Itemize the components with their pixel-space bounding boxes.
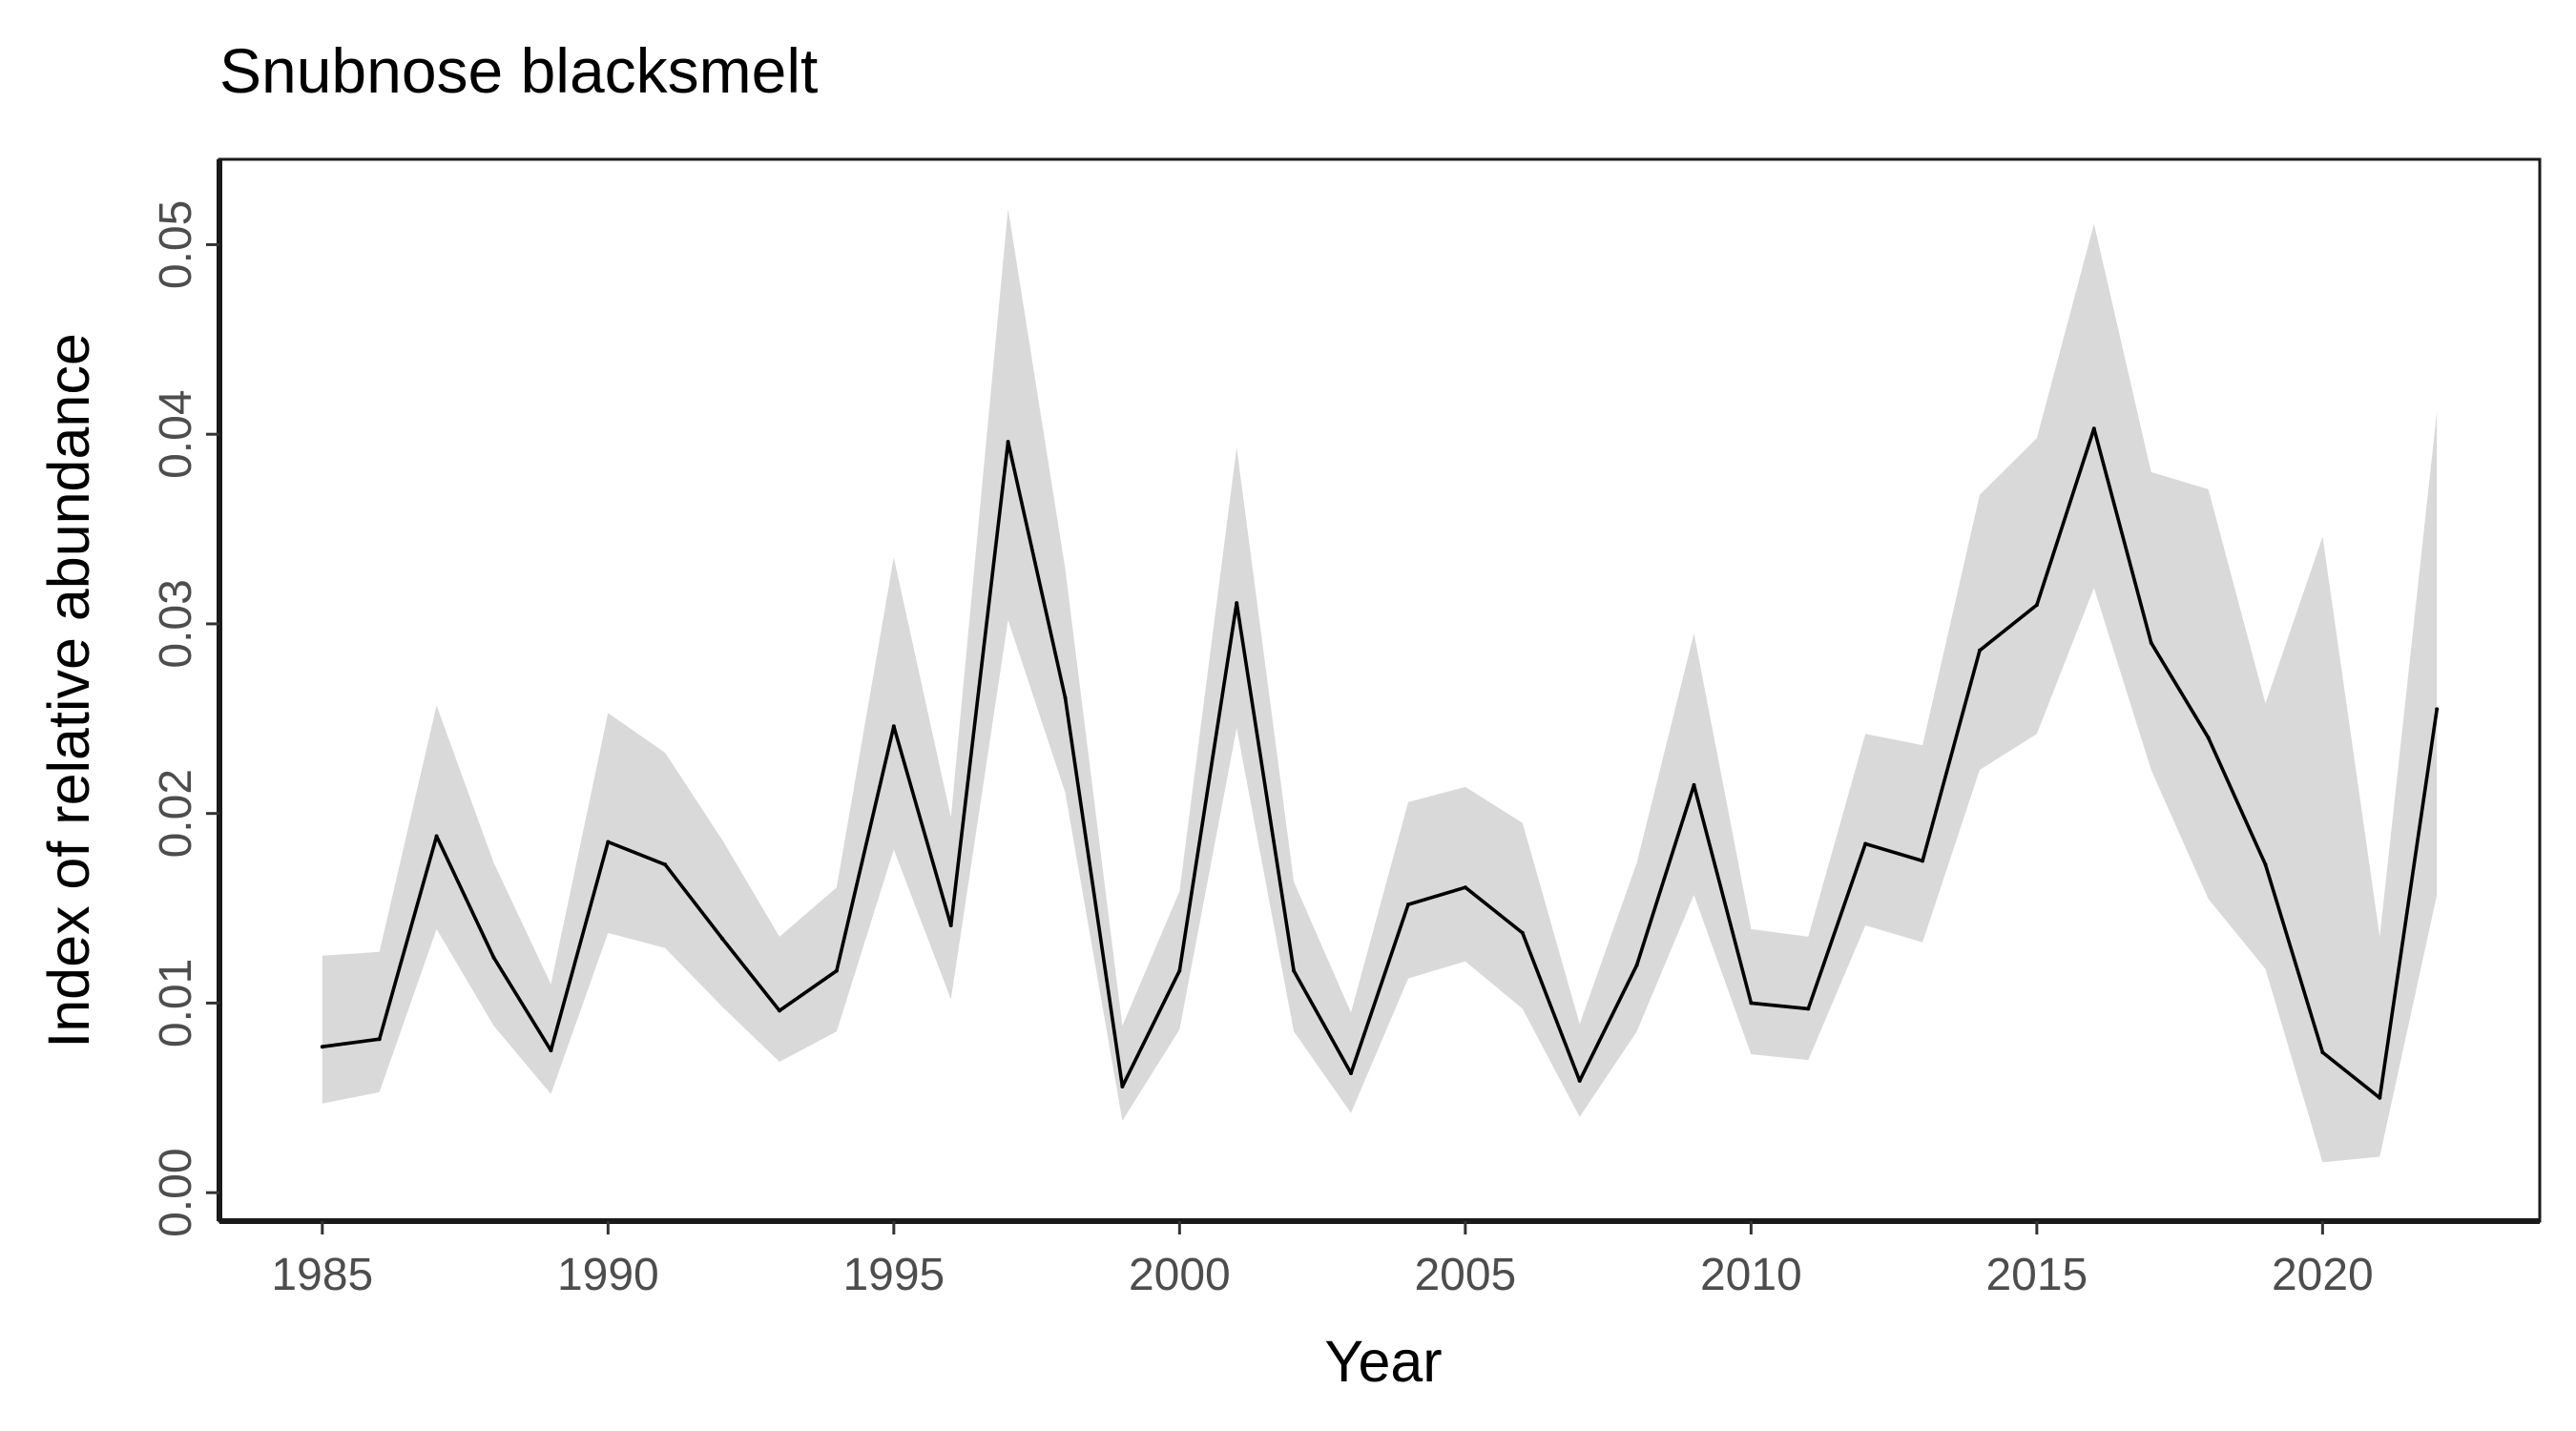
data-point-1985 — [320, 1045, 324, 1049]
data-points — [320, 426, 2440, 1100]
data-point-1998 — [1063, 695, 1068, 700]
x-tick-label-2005: 2005 — [1414, 1250, 1516, 1300]
y-axis-title: Index of relative abundance — [36, 333, 101, 1047]
confidence-band — [322, 208, 2438, 1163]
x-tick-label-2010: 2010 — [1700, 1250, 1802, 1300]
x-tick-label-1985: 1985 — [271, 1250, 373, 1300]
y-tick-label-0.01: 0.01 — [151, 959, 201, 1047]
data-point-2000 — [1177, 968, 1182, 973]
chart-title: Snubnose blacksmelt — [219, 35, 818, 106]
data-point-2002 — [1292, 968, 1297, 973]
data-point-1993 — [778, 1008, 781, 1013]
data-point-2018 — [2206, 736, 2211, 740]
data-point-1988 — [491, 955, 496, 960]
x-tick-label-2000: 2000 — [1129, 1250, 1231, 1300]
data-point-2010 — [1749, 1001, 1754, 1006]
data-point-2020 — [2320, 1050, 2325, 1055]
data-point-2005 — [1463, 885, 1467, 890]
data-point-2013 — [1921, 859, 1925, 863]
data-point-2016 — [2091, 426, 2096, 431]
data-point-1997 — [1006, 440, 1010, 445]
data-point-2014 — [1978, 648, 1982, 653]
data-point-2015 — [2034, 603, 2039, 608]
data-point-2004 — [1406, 902, 1410, 907]
data-point-2006 — [1520, 930, 1525, 935]
data-point-2017 — [2149, 640, 2153, 645]
data-point-2022 — [2435, 707, 2440, 712]
data-point-1994 — [834, 968, 839, 973]
data-point-1992 — [720, 936, 725, 941]
data-point-2003 — [1349, 1071, 1353, 1075]
y-tick-label-0.02: 0.02 — [151, 769, 201, 858]
data-point-1995 — [891, 724, 896, 729]
x-axis: 1985 1990 1995 2000 2005 2010 2015 2020 — [219, 1218, 2540, 1300]
data-point-1986 — [377, 1037, 382, 1042]
data-point-2012 — [1863, 841, 1868, 846]
data-point-1991 — [663, 862, 668, 867]
data-point-2021 — [2378, 1095, 2382, 1100]
y-tick-label-0.03: 0.03 — [151, 579, 201, 668]
x-tick-label-2020: 2020 — [2272, 1250, 2374, 1300]
data-point-1990 — [606, 840, 611, 844]
x-tick-label-1990: 1990 — [557, 1250, 659, 1300]
data-point-2007 — [1577, 1078, 1582, 1083]
data-point-2001 — [1235, 601, 1239, 606]
y-tick-label-0.04: 0.04 — [151, 389, 201, 478]
data-point-2009 — [1692, 782, 1696, 787]
data-point-1999 — [1120, 1084, 1125, 1089]
y-tick-label-0.05: 0.05 — [151, 200, 201, 289]
y-axis: 0.00 0.01 0.02 0.03 0.04 0.05 — [151, 159, 222, 1237]
data-point-1989 — [549, 1048, 553, 1053]
x-axis-title: Year — [1324, 1329, 1442, 1394]
x-tick-label-1995: 1995 — [842, 1250, 945, 1300]
series-line — [322, 426, 2439, 1100]
data-point-2011 — [1806, 1006, 1811, 1011]
data-point-1987 — [434, 834, 439, 839]
data-point-2019 — [2263, 862, 2268, 867]
y-tick-label-0.00: 0.00 — [151, 1148, 201, 1236]
data-point-2008 — [1634, 963, 1639, 967]
x-tick-label-2015: 2015 — [1985, 1250, 2088, 1300]
data-point-1996 — [948, 923, 953, 927]
